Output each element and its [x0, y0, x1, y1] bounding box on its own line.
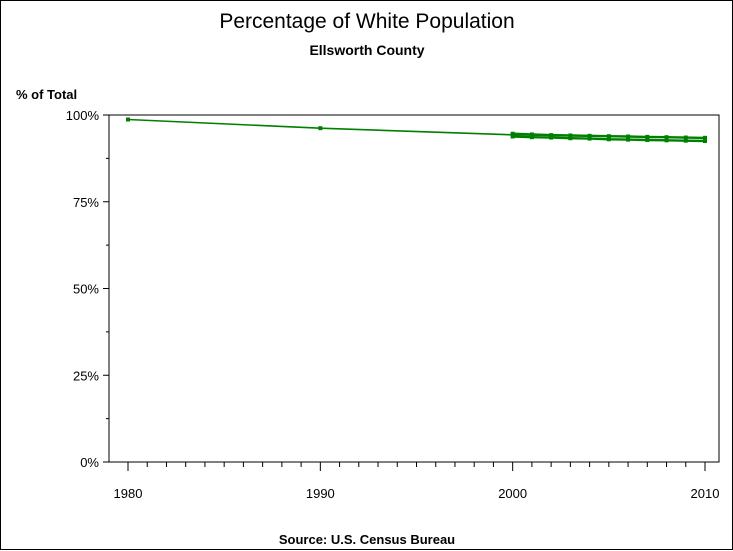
data-point: [568, 133, 573, 138]
chart-subtitle: Ellsworth County: [309, 42, 424, 58]
y-axis: 0% 25% 50% 75% 100%: [66, 108, 109, 470]
y-tick-label: 25%: [73, 368, 99, 383]
data-point: [645, 137, 650, 142]
y-tick-label: 100%: [66, 108, 100, 123]
data-point: [664, 138, 669, 143]
data-point: [529, 135, 534, 140]
y-tick-label: 0%: [80, 455, 99, 470]
data-point: [626, 134, 631, 139]
data-point: [664, 135, 669, 140]
data-point: [703, 135, 707, 140]
data-point: [510, 131, 515, 136]
chart-title: Percentage of White Population: [219, 10, 514, 33]
data-point: [549, 133, 554, 138]
data-point: [568, 136, 573, 141]
data-point: [703, 139, 707, 144]
data-point: [606, 137, 611, 142]
data-point: [683, 135, 688, 140]
data-point: [587, 136, 592, 141]
x-axis: 1980 1990 2000 2010: [114, 462, 720, 501]
data-point: [626, 137, 631, 142]
series-layer: [126, 117, 707, 144]
data-point: [126, 117, 130, 122]
data-point: [606, 134, 611, 139]
data-point: [510, 134, 515, 139]
data-point: [549, 135, 554, 140]
data-point: [318, 126, 323, 131]
data-point: [587, 133, 592, 138]
plot-area: [108, 114, 720, 463]
y-tick-label: 50%: [73, 282, 99, 297]
data-point: [645, 134, 650, 139]
y-tick-label: 75%: [73, 195, 99, 210]
source-note: Source: U.S. Census Bureau: [279, 532, 455, 547]
x-tick-label: 2000: [498, 486, 527, 501]
x-tick-label: 1980: [114, 486, 143, 501]
data-point: [529, 132, 534, 137]
x-tick-label: 2010: [691, 486, 720, 501]
series-line: [127, 118, 706, 139]
x-tick-label: 1990: [306, 486, 335, 501]
y-axis-label: % of Total: [16, 87, 77, 102]
data-point: [683, 138, 688, 143]
